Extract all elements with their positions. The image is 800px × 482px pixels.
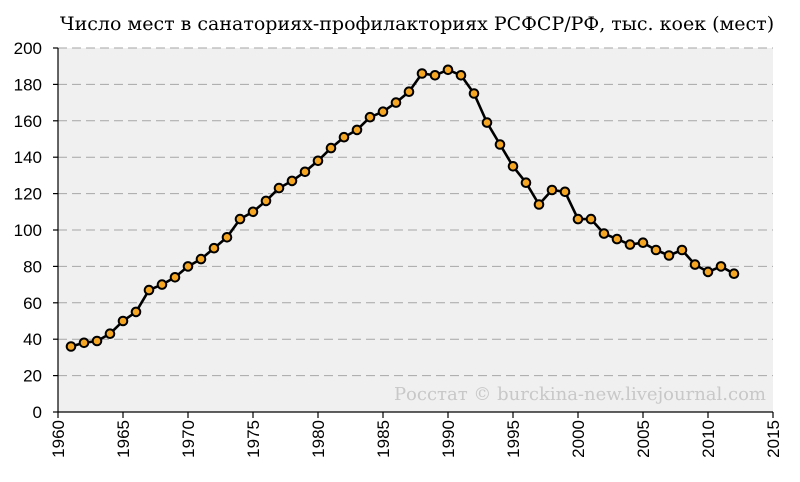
data-point	[91, 335, 103, 347]
data-point	[416, 68, 428, 79]
data-point	[221, 232, 233, 243]
x-tick-label: 1965	[114, 420, 133, 458]
x-tick-label: 1980	[309, 420, 328, 458]
x-tick-label: 1970	[179, 420, 198, 458]
data-point	[442, 64, 454, 76]
y-tick-label: 200	[14, 39, 42, 58]
x-tick-labels: 1960 1965 1970 1975 1980 1985 1990 1995 2000 2005…	[49, 420, 783, 458]
x-tick-label: 2005	[634, 420, 653, 458]
chart-title: Число мест в санаториях-профилакториях Р…	[60, 13, 774, 35]
series-line	[70, 68, 735, 348]
data-point	[117, 315, 129, 327]
data-point	[78, 337, 90, 349]
data-point	[338, 131, 350, 143]
data-point	[572, 213, 584, 225]
data-point	[351, 124, 363, 136]
data-point	[520, 177, 532, 188]
data-point	[481, 117, 493, 128]
x-tick-label: 2015	[764, 420, 783, 458]
data-point	[312, 155, 324, 167]
data-point	[598, 228, 610, 239]
data-point	[585, 213, 597, 225]
y-tick-label: 0	[33, 403, 42, 422]
x-tick-label: 2000	[569, 420, 588, 458]
data-point	[260, 195, 272, 207]
data-point	[611, 233, 623, 245]
x-tick-label: 1960	[49, 420, 68, 458]
data-point	[650, 244, 662, 256]
data-point	[533, 199, 545, 210]
data-point	[559, 186, 571, 198]
data-point	[455, 70, 467, 81]
data-point	[247, 206, 259, 218]
data-points	[65, 64, 740, 352]
y-tick-label: 100	[14, 221, 42, 240]
data-point	[702, 266, 714, 278]
data-point	[663, 250, 675, 261]
data-point	[507, 161, 519, 172]
data-point	[286, 175, 298, 187]
y-tick-label: 180	[14, 75, 42, 94]
y-tick-label: 20	[23, 367, 42, 386]
data-point	[130, 306, 142, 318]
y-tick-label: 140	[14, 148, 42, 167]
data-point	[689, 259, 701, 270]
data-point	[468, 88, 480, 99]
x-tick-label: 1975	[244, 420, 263, 458]
grid	[58, 47, 773, 377]
data-point	[182, 261, 194, 272]
watermark: Росстат © burckina-new.livejournal.com	[394, 384, 766, 405]
data-point	[364, 111, 376, 123]
data-point	[715, 261, 727, 272]
data-point	[208, 242, 220, 254]
data-point	[65, 341, 77, 352]
x-tick-label: 2010	[699, 420, 718, 458]
y-tick-label: 120	[14, 185, 42, 204]
data-point	[377, 106, 389, 117]
data-point	[494, 139, 506, 150]
data-point	[390, 97, 402, 108]
data-point	[429, 70, 441, 81]
axes	[53, 47, 774, 418]
data-point	[676, 244, 688, 256]
data-point	[403, 86, 415, 97]
data-point	[104, 328, 116, 340]
data-point	[234, 213, 246, 225]
data-point	[273, 182, 285, 194]
x-tick-label: 1995	[504, 420, 523, 458]
y-tick-labels: 0 20 40 60 80 100 120 140 160 180 200	[14, 39, 42, 422]
data-point	[143, 284, 155, 296]
data-point	[156, 279, 168, 290]
data-point	[169, 272, 181, 283]
data-point	[624, 239, 636, 250]
data-point	[195, 253, 207, 265]
x-tick-label: 1985	[374, 420, 393, 458]
y-tick-label: 40	[23, 330, 42, 349]
data-point	[325, 142, 337, 154]
y-tick-label: 80	[23, 257, 42, 276]
data-point	[728, 268, 740, 280]
y-tick-label: 60	[23, 294, 42, 313]
data-point	[637, 237, 649, 248]
data-point	[299, 166, 311, 178]
x-tick-label: 1990	[439, 420, 458, 458]
data-point	[546, 184, 558, 196]
y-tick-label: 160	[14, 112, 42, 131]
